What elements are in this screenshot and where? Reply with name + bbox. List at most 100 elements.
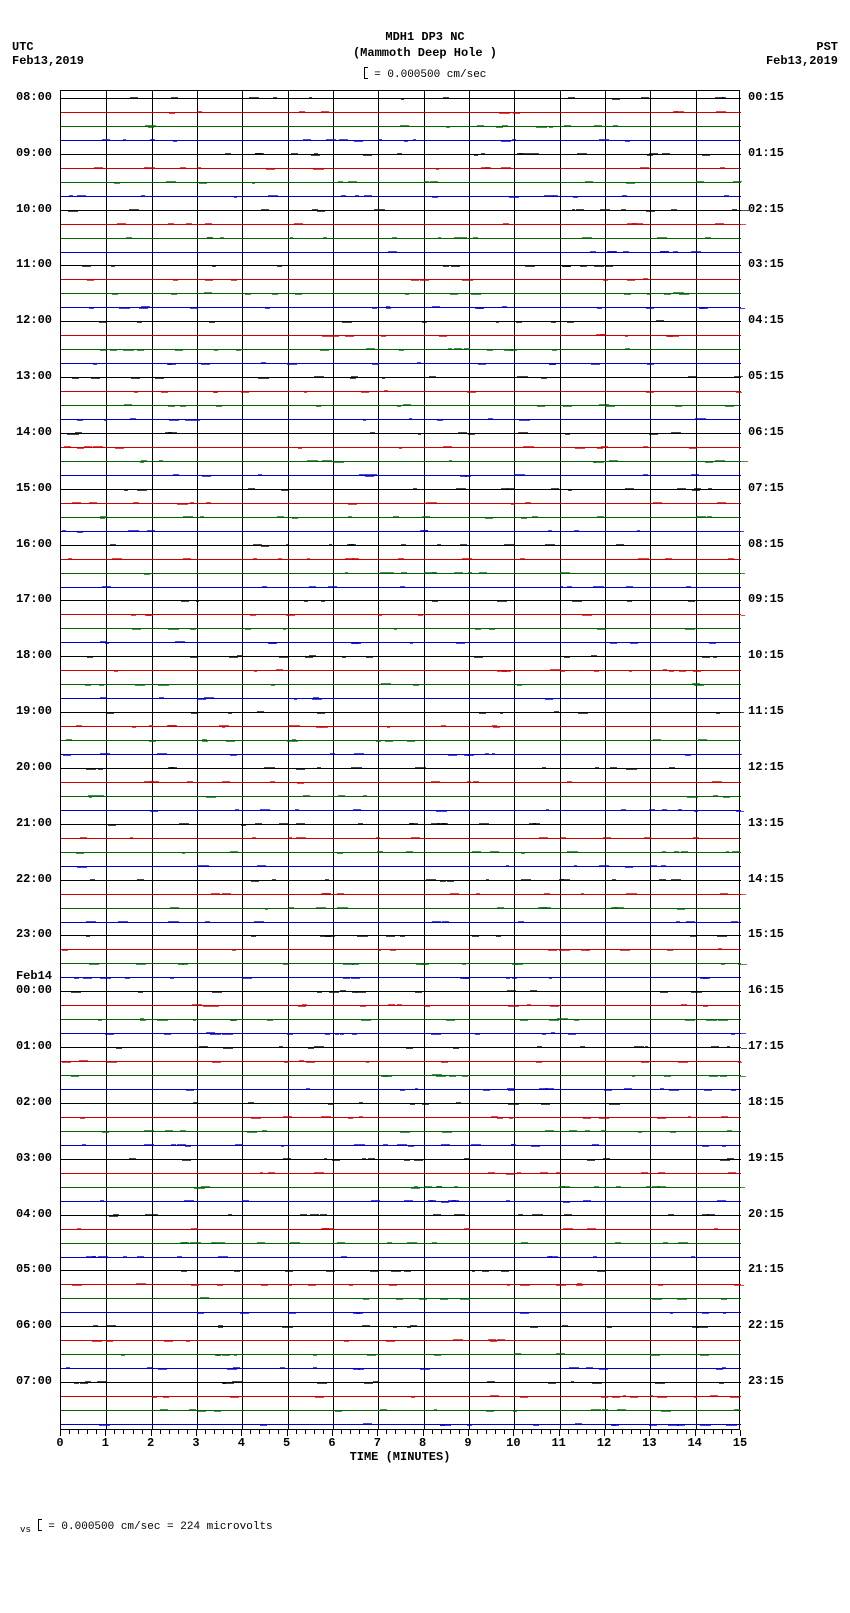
trace-noise	[728, 558, 735, 559]
trace-noise	[499, 224, 507, 225]
trace-noise	[432, 306, 440, 307]
trace-noise	[205, 280, 213, 281]
trace-noise	[692, 683, 700, 684]
trace-noise	[612, 879, 617, 880]
trace-noise	[667, 419, 676, 420]
trace-noise	[63, 755, 71, 756]
trace-noise	[353, 1061, 361, 1062]
pst-time-label: 19:15	[748, 1151, 798, 1165]
trace-noise	[360, 587, 365, 588]
trace-noise	[702, 657, 710, 658]
trace-noise	[263, 419, 268, 420]
trace-noise	[110, 1005, 117, 1006]
trace-noise	[519, 1075, 528, 1076]
trace-noise	[474, 657, 482, 658]
trace-noise	[691, 852, 695, 853]
trace-noise	[509, 197, 519, 198]
trace-noise	[646, 211, 655, 212]
trace-noise	[190, 657, 197, 658]
trace-noise	[351, 796, 358, 797]
trace-noise	[157, 753, 166, 754]
trace-noise	[310, 126, 319, 127]
trace-noise	[605, 406, 614, 407]
trace-noise	[531, 238, 538, 239]
trace-noise	[403, 404, 411, 405]
trace-noise	[739, 308, 745, 309]
trace-noise	[312, 699, 322, 700]
trace-noise	[525, 1354, 533, 1355]
trace-noise	[576, 168, 587, 169]
trace-noise	[271, 685, 275, 686]
trace-noise	[497, 671, 507, 672]
trace-noise	[201, 364, 210, 365]
trace-noise	[488, 1172, 495, 1173]
trace-noise	[723, 797, 730, 798]
trace-noise	[511, 880, 518, 881]
trace-noise	[612, 1425, 616, 1426]
trace-noise	[322, 1312, 326, 1313]
trace-noise	[572, 209, 575, 210]
trace-noise	[622, 195, 627, 196]
trace-noise	[283, 1173, 293, 1174]
trace-noise	[137, 1089, 144, 1090]
trace-noise	[518, 1214, 523, 1215]
trace-noise	[94, 684, 104, 685]
trace-noise	[460, 1173, 470, 1174]
trace-noise	[123, 139, 126, 140]
trace-noise	[720, 1076, 726, 1077]
trace-noise	[451, 1061, 458, 1062]
trace-noise	[474, 1298, 481, 1299]
trace-noise	[196, 224, 204, 225]
trace-noise	[563, 1202, 570, 1203]
trace-noise	[466, 1005, 477, 1006]
trace-noise	[181, 1271, 187, 1272]
pst-time-label: 07:15	[748, 481, 798, 495]
trace-noise	[448, 755, 457, 756]
trace-noise	[447, 712, 457, 713]
trace-noise	[686, 921, 695, 922]
trace-noise	[677, 1299, 686, 1300]
trace-noise	[400, 1090, 405, 1091]
trace-noise	[415, 475, 425, 476]
trace-noise	[480, 712, 484, 713]
trace-noise	[737, 1187, 745, 1188]
trace-noise	[390, 935, 394, 936]
trace-noise	[424, 1396, 431, 1397]
trace-noise	[258, 684, 264, 685]
trace-noise	[298, 448, 302, 449]
trace-noise	[329, 307, 338, 308]
trace-noise	[324, 963, 328, 964]
trace-noise	[284, 1326, 291, 1327]
trace-noise	[616, 544, 624, 545]
pst-time-label: 17:15	[748, 1039, 798, 1053]
trace-noise	[652, 852, 659, 853]
trace-noise	[418, 615, 422, 616]
trace-noise	[120, 768, 124, 769]
trace-noise	[97, 307, 100, 308]
trace-noise	[394, 629, 397, 630]
trace-noise	[413, 488, 418, 489]
trace-noise	[471, 1243, 474, 1244]
trace-noise	[693, 837, 699, 838]
trace-noise	[581, 1131, 588, 1132]
x-tick-minor	[613, 1430, 614, 1434]
trace-noise	[688, 376, 696, 377]
trace-noise	[600, 334, 605, 335]
trace-noise	[206, 168, 214, 169]
trace-noise	[288, 1285, 291, 1286]
trace-noise	[394, 810, 403, 811]
trace-noise	[317, 908, 324, 909]
trace-noise	[317, 767, 321, 768]
trace-noise	[569, 293, 574, 294]
trace-noise	[677, 488, 686, 489]
trace-noise	[730, 949, 739, 950]
trace-noise	[422, 1104, 429, 1105]
trace-noise	[79, 796, 85, 797]
trace-noise	[481, 167, 489, 168]
seismic-trace	[61, 1173, 741, 1174]
seismic-trace	[61, 1382, 741, 1383]
trace-noise	[148, 363, 152, 364]
trace-noise	[667, 1047, 672, 1048]
trace-noise	[220, 461, 226, 462]
trace-noise	[418, 434, 421, 435]
